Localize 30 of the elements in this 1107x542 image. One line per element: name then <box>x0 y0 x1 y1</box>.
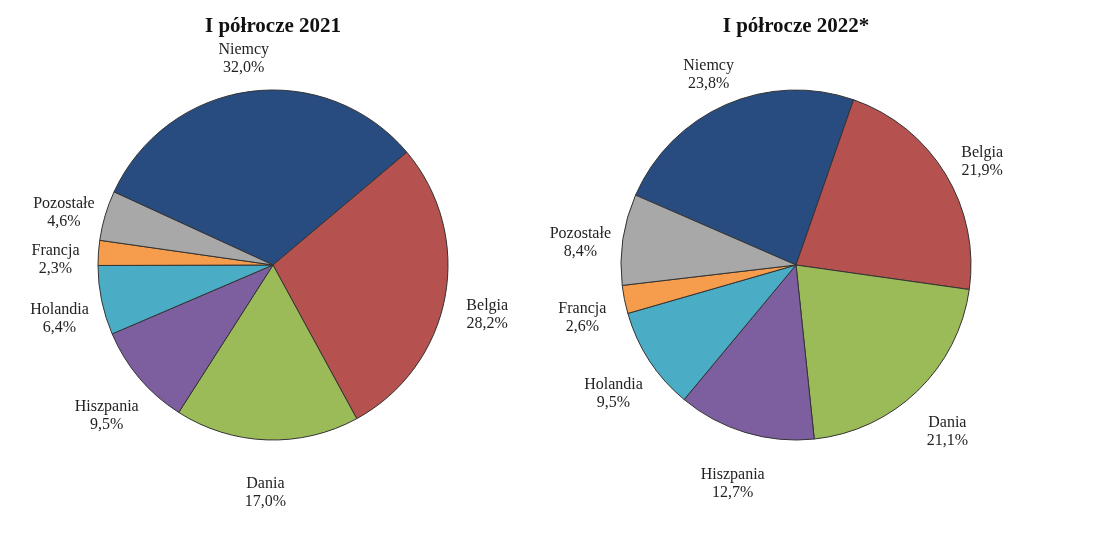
slice-label: Hiszpania <box>700 464 765 483</box>
slice-label: Pozostałe <box>549 224 612 242</box>
data-label: 9,5% <box>596 393 631 411</box>
data-label: 12,7% <box>712 482 754 500</box>
chart-title: I półrocze 2021 <box>204 13 342 37</box>
data-label: 4,6% <box>47 212 81 230</box>
chart-title: I półrocze 2022* <box>722 13 870 37</box>
data-label: 2,6% <box>565 317 599 335</box>
data-label: 9,5% <box>90 414 124 432</box>
slice-label: Belgia <box>961 142 1004 161</box>
data-label: 21,9% <box>961 160 1003 178</box>
data-label: 23,8% <box>687 74 730 92</box>
data-label: 2,3% <box>38 258 73 276</box>
slice-label: Niemcy <box>683 56 734 75</box>
slice-label: Holandia <box>584 375 643 393</box>
slice-label: Hiszpania <box>74 396 139 415</box>
data-label: 8,4% <box>563 242 598 260</box>
data-label: 32,0% <box>223 57 265 75</box>
slice-label: Niemcy <box>218 39 270 58</box>
slice-label: Pozostałe <box>33 194 95 212</box>
data-label: 6,4% <box>42 318 77 336</box>
slice-label: Francja <box>558 299 607 318</box>
data-label: 17,0% <box>244 491 287 509</box>
slice-label: Dania <box>246 473 285 491</box>
data-label: 21,1% <box>926 430 968 448</box>
data-label: 28,2% <box>466 314 508 332</box>
slice-label: Belgia <box>466 296 509 315</box>
slice-label: Dania <box>928 412 967 430</box>
slice-label: Holandia <box>30 300 89 318</box>
slice-label: Francja <box>31 240 80 259</box>
